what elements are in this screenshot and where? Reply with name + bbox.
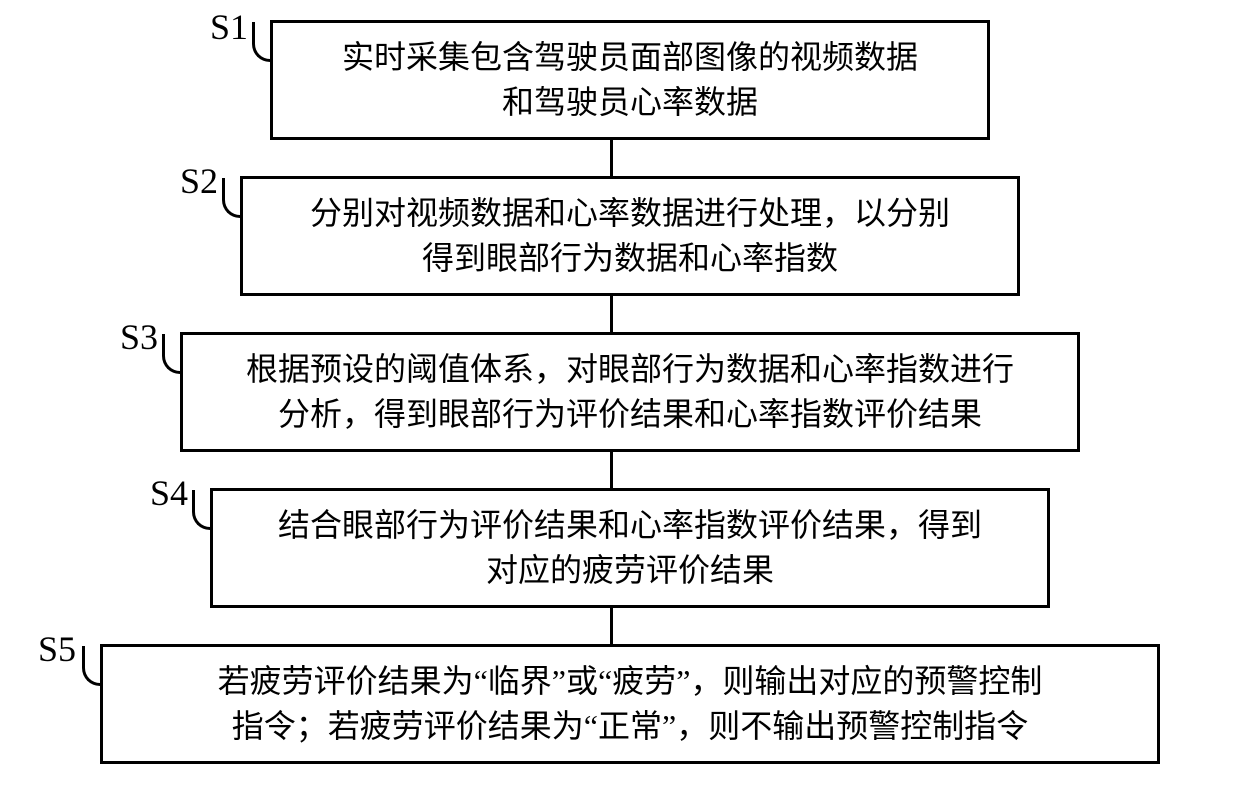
flow-box-s1: 实时采集包含驾驶员面部图像的视频数据和驾驶员心率数据	[270, 20, 990, 140]
flow-box-text-s5: 若疲劳评价结果为“临界”或“疲劳”，则输出对应的预警控制指令；若疲劳评价结果为“…	[218, 659, 1043, 749]
flow-box-text-s1: 实时采集包含驾驶员面部图像的视频数据和驾驶员心率数据	[342, 35, 918, 125]
connector-4-5	[610, 608, 613, 644]
connector-2-3	[610, 296, 613, 332]
step-bracket-s1	[252, 22, 270, 62]
step-bracket-s5	[82, 646, 100, 686]
step-label-s3: S3	[120, 316, 158, 358]
flowchart-canvas: S1 实时采集包含驾驶员面部图像的视频数据和驾驶员心率数据 S2 分别对视频数据…	[0, 0, 1240, 811]
flow-box-s5: 若疲劳评价结果为“临界”或“疲劳”，则输出对应的预警控制指令；若疲劳评价结果为“…	[100, 644, 1160, 764]
step-bracket-s2	[222, 178, 240, 218]
step-bracket-s3	[162, 334, 180, 374]
step-bracket-s4	[192, 490, 210, 530]
connector-1-2	[610, 140, 613, 176]
flow-box-text-s4: 结合眼部行为评价结果和心率指数评价结果，得到对应的疲劳评价结果	[278, 503, 982, 593]
step-label-s5: S5	[38, 628, 76, 670]
flow-box-s4: 结合眼部行为评价结果和心率指数评价结果，得到对应的疲劳评价结果	[210, 488, 1050, 608]
flow-box-text-s3: 根据预设的阈值体系，对眼部行为数据和心率指数进行分析，得到眼部行为评价结果和心率…	[246, 347, 1014, 437]
flow-box-s3: 根据预设的阈值体系，对眼部行为数据和心率指数进行分析，得到眼部行为评价结果和心率…	[180, 332, 1080, 452]
flow-box-text-s2: 分别对视频数据和心率数据进行处理，以分别得到眼部行为数据和心率指数	[310, 191, 950, 281]
flow-box-s2: 分别对视频数据和心率数据进行处理，以分别得到眼部行为数据和心率指数	[240, 176, 1020, 296]
connector-3-4	[610, 452, 613, 488]
step-label-s2: S2	[180, 160, 218, 202]
step-label-s1: S1	[210, 6, 248, 48]
step-label-s4: S4	[150, 472, 188, 514]
